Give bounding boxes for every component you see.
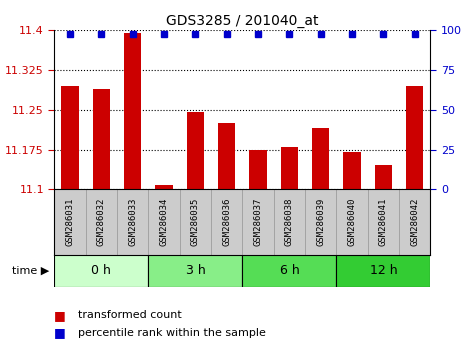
- Bar: [243, 189, 274, 255]
- Text: GSM286040: GSM286040: [348, 198, 357, 246]
- Text: GSM286039: GSM286039: [316, 198, 325, 246]
- Bar: [218, 123, 236, 189]
- Bar: [399, 189, 430, 255]
- Bar: [406, 86, 423, 189]
- Bar: [305, 189, 336, 255]
- Bar: [343, 152, 361, 189]
- Text: 6 h: 6 h: [280, 264, 299, 277]
- Text: GSM286032: GSM286032: [97, 198, 106, 246]
- Bar: [149, 255, 243, 287]
- Bar: [249, 150, 267, 189]
- Bar: [281, 147, 298, 189]
- Text: GSM286036: GSM286036: [222, 198, 231, 246]
- Bar: [54, 189, 86, 255]
- Text: GSM286042: GSM286042: [410, 198, 419, 246]
- Text: 3 h: 3 h: [185, 264, 205, 277]
- Title: GDS3285 / 201040_at: GDS3285 / 201040_at: [166, 14, 319, 28]
- Text: GSM286037: GSM286037: [254, 198, 263, 246]
- Text: 12 h: 12 h: [369, 264, 397, 277]
- Text: GSM286041: GSM286041: [379, 198, 388, 246]
- Bar: [187, 113, 204, 189]
- Text: ■: ■: [54, 309, 70, 321]
- Bar: [61, 86, 79, 189]
- Bar: [274, 189, 305, 255]
- Text: 0 h: 0 h: [91, 264, 111, 277]
- Bar: [336, 255, 430, 287]
- Bar: [375, 166, 392, 189]
- Text: ■: ■: [54, 326, 70, 339]
- Bar: [312, 129, 329, 189]
- Text: GSM286035: GSM286035: [191, 198, 200, 246]
- Text: GSM286038: GSM286038: [285, 198, 294, 246]
- Bar: [243, 255, 336, 287]
- Bar: [117, 189, 149, 255]
- Text: percentile rank within the sample: percentile rank within the sample: [78, 328, 266, 338]
- Bar: [149, 189, 180, 255]
- Bar: [156, 185, 173, 189]
- Text: GSM286034: GSM286034: [159, 198, 168, 246]
- Bar: [368, 189, 399, 255]
- Text: GSM286033: GSM286033: [128, 198, 137, 246]
- Bar: [211, 189, 243, 255]
- Bar: [86, 189, 117, 255]
- Bar: [124, 33, 141, 189]
- Bar: [180, 189, 211, 255]
- Text: time ▶: time ▶: [12, 266, 50, 276]
- Bar: [54, 255, 149, 287]
- Bar: [93, 88, 110, 189]
- Text: GSM286031: GSM286031: [66, 198, 75, 246]
- Text: transformed count: transformed count: [78, 310, 182, 320]
- Bar: [336, 189, 368, 255]
